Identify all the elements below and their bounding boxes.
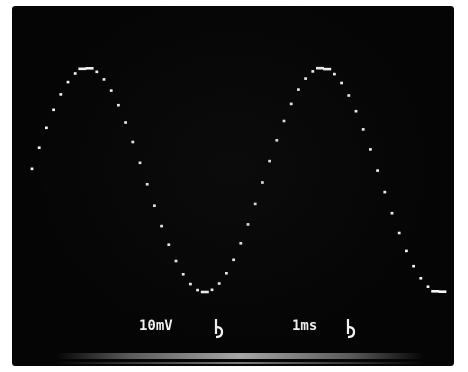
trace-dot [52,108,55,112]
trace-dot [361,128,365,131]
trace-dot [261,181,264,184]
trace-dots [30,66,447,294]
trace-dot [323,67,332,71]
trace-dot [59,93,63,96]
trace-dot [304,77,307,80]
trace-dot [153,204,156,207]
trace-dot [390,211,394,215]
trace-dot [85,67,94,70]
waveform-trace [30,66,447,294]
trace-dot [138,161,142,165]
trace-dot [405,249,408,253]
trace-dot [369,148,372,151]
trace-dot [30,167,34,171]
trigger-marker-icon [346,318,356,340]
trace-dot [217,282,221,285]
trace-dot [316,66,324,70]
bezel-reflection [56,353,424,359]
trace-dot [354,109,358,113]
trace-dot [73,72,77,75]
time-per-div-readout: 1ms [292,318,318,334]
ground-marker-icon [214,318,224,340]
trace-dot [200,290,209,294]
trace-dot [102,78,106,81]
trace-dot [438,290,447,293]
trace-dot [167,243,171,246]
trace-dot [239,242,243,245]
trace-dot [109,89,113,92]
trace-dot [160,224,163,228]
trace-dot [347,94,351,97]
trace-dot [232,258,235,262]
trace-dot [66,80,70,84]
trace-dot [426,285,430,288]
trace-dot [117,103,120,107]
trace-dot [210,288,214,292]
trace-dot [78,67,87,71]
trace-dot [311,70,315,73]
trace-dot [174,259,178,263]
trace-dot [181,273,185,276]
trace-dot [412,264,415,268]
trace-dot [297,88,300,91]
oscilloscope-screen: 10mV 1ms [12,6,454,366]
trace-dot [376,169,379,172]
trace-dot [253,202,257,206]
trace-dot [145,183,149,186]
trace-dot [397,231,401,235]
trace-dot [289,102,293,106]
trace-dot [268,159,271,163]
trace-dot [196,288,199,292]
bezel-reflection-lower [56,362,424,364]
trace-dot [45,126,48,130]
trace-dot [340,81,343,85]
trace-dot [282,119,286,123]
trace-dot [246,223,250,226]
trace-dot [225,272,228,275]
trace-dot [419,277,423,280]
trace-dot [275,139,279,142]
trace-dot [131,140,135,144]
trace-dot [95,70,99,74]
trace-dot [333,72,336,76]
volts-per-div-readout: 10mV [139,318,173,334]
trace-dot [431,290,440,293]
trace-dot [37,146,41,149]
trace-dot [189,282,192,286]
trace-dot [383,190,387,194]
trace-dot [124,121,127,124]
